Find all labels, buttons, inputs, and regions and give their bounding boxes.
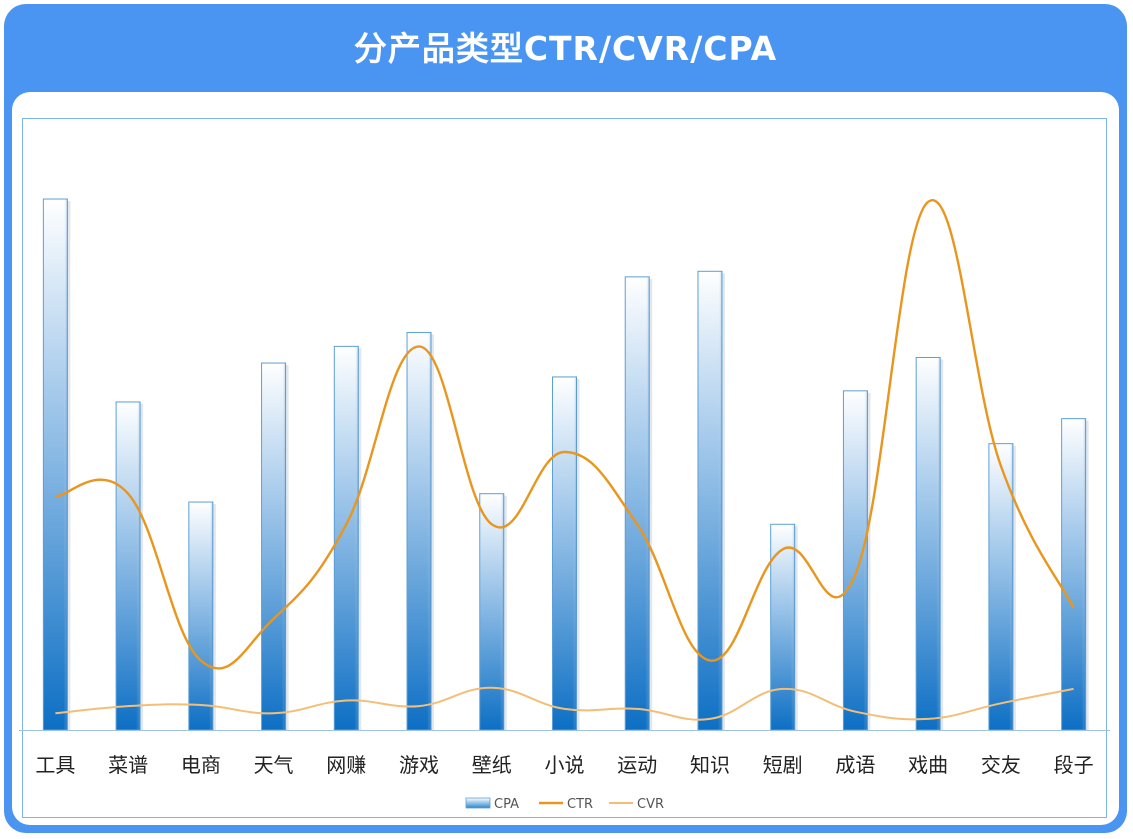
- cpa-bar-edge: [43, 199, 68, 730]
- x-tick-label: 交友: [981, 753, 1021, 777]
- cpa-bar-edge: [552, 376, 577, 730]
- legend-label-cpa: CPA: [494, 797, 519, 812]
- cpa-bar-edge: [479, 493, 504, 730]
- x-tick-label: 电商: [181, 753, 221, 777]
- cpa-bar-edge: [1061, 418, 1086, 730]
- lines-layer: [19, 199, 1110, 731]
- cpa-bar-edge: [261, 363, 286, 730]
- x-tick-label: 壁纸: [472, 753, 512, 777]
- x-tick-label: 网赚: [326, 753, 366, 777]
- cpa-bar-edge: [988, 443, 1013, 730]
- x-tick-label: 工具: [35, 753, 75, 777]
- x-tick-label: 菜谱: [108, 753, 148, 777]
- x-tick-label: 运动: [617, 753, 657, 777]
- cpa-bar-edge: [697, 271, 722, 730]
- x-tick-label: 戏曲: [908, 753, 948, 777]
- cpa-bar-edge: [770, 524, 795, 730]
- plot-area-border: [22, 118, 1107, 818]
- cpa-bar-edge: [407, 332, 432, 730]
- cpa-bar-edge: [843, 390, 868, 730]
- chart-title: 分产品类型CTR/CVR/CPA: [353, 29, 778, 68]
- cpa-bar-edge: [188, 502, 213, 730]
- x-tick-label: 小说: [545, 753, 585, 777]
- cpa-bar-edge: [916, 357, 941, 730]
- legend-swatch-cpa: [465, 797, 491, 809]
- cpa-bar-edge: [625, 276, 650, 730]
- x-tick-label: 天气: [254, 753, 294, 777]
- legend-label-cvr: CVR: [637, 797, 664, 812]
- legend-label-ctr: CTR: [567, 797, 593, 812]
- x-tick-label: 知识: [690, 753, 730, 777]
- x-tick-label: 短剧: [763, 753, 803, 777]
- x-tick-label: 段子: [1054, 753, 1094, 777]
- x-tick-label: 成语: [835, 753, 875, 777]
- x-axis-labels: 工具 菜谱 电商 天气 网赚 游戏 壁纸 小说 运动 知识 短剧 成语 戏曲 交友 段子: [35, 753, 1093, 777]
- cpa-bars: [42, 198, 1089, 731]
- series-line-ctr: [55, 199, 1075, 670]
- cpa-bar-edge: [116, 401, 141, 730]
- x-tick-label: 游戏: [399, 753, 439, 777]
- legend: CPA CTR CVR: [465, 797, 664, 812]
- series-line-cvr: [55, 686, 1074, 721]
